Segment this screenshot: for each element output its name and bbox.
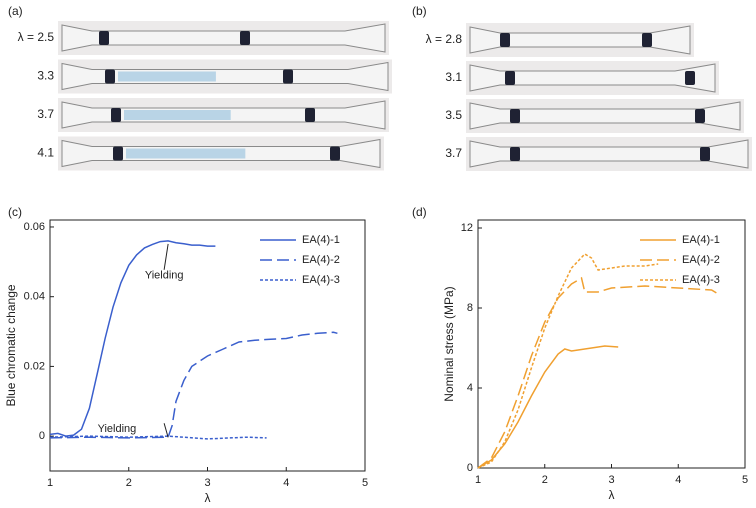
strain-label: λ = 2.5 <box>18 30 55 44</box>
x-tick-label: 1 <box>47 477 53 489</box>
x-tick-label: 3 <box>608 474 614 486</box>
annotation-pointer <box>163 423 169 438</box>
x-tick-label: 1 <box>475 474 481 486</box>
ink-mark <box>240 31 250 45</box>
panel-label: (d) <box>412 205 427 219</box>
strain-label: 3.3 <box>37 69 54 83</box>
ink-mark <box>642 33 652 47</box>
annotation-pointer <box>163 243 169 270</box>
series-line <box>477 253 659 469</box>
panel-label: (c) <box>8 205 22 219</box>
y-axis-label: Blue chromatic change <box>4 284 18 406</box>
ink-mark <box>99 31 109 45</box>
y-tick-label: 4 <box>467 382 473 394</box>
strain-label: λ = 2.8 <box>426 32 463 46</box>
series-line <box>49 435 267 440</box>
panel-label: (a) <box>8 4 23 18</box>
y-tick-label: 0 <box>467 462 473 474</box>
ink-mark <box>105 69 115 84</box>
ink-mark <box>505 71 515 85</box>
ink-mark <box>283 69 293 84</box>
legend-label: EA(4)-2 <box>682 254 720 266</box>
specimen-body <box>61 61 389 92</box>
legend-label: EA(4)-1 <box>302 234 340 246</box>
strain-label: 3.7 <box>37 107 54 121</box>
blue-region <box>118 71 216 82</box>
ink-mark <box>500 33 510 47</box>
ink-mark <box>700 147 710 161</box>
ink-mark <box>111 108 121 122</box>
ink-mark <box>305 108 315 122</box>
specimen-body <box>469 63 716 93</box>
specimen <box>58 136 384 171</box>
strain-label: 3.1 <box>445 70 462 84</box>
blue-region <box>126 148 246 159</box>
series-line <box>477 276 719 469</box>
ink-mark <box>510 109 520 123</box>
ink-mark <box>685 71 695 85</box>
specimen-body <box>469 139 749 169</box>
x-tick-label: 2 <box>126 477 132 489</box>
panel-label: (b) <box>412 4 427 18</box>
specimen <box>466 23 694 57</box>
legend-label: EA(4)-1 <box>682 234 720 246</box>
specimen <box>58 59 392 94</box>
strain-label: 3.5 <box>445 108 462 122</box>
legend-label: EA(4)-3 <box>302 274 340 286</box>
specimen <box>58 98 389 132</box>
specimen <box>466 137 752 171</box>
y-tick-label: 8 <box>467 302 473 314</box>
specimen <box>466 61 719 95</box>
y-axis-label: Nominal stress (MPa) <box>442 286 456 401</box>
strain-label: 3.7 <box>445 146 462 160</box>
x-axis-label: λ <box>609 488 615 502</box>
annotation: Yielding <box>145 270 184 282</box>
ink-mark <box>510 147 520 161</box>
ink-mark <box>330 146 340 161</box>
series-line <box>49 240 216 437</box>
x-axis-label: λ <box>205 491 211 505</box>
specimen-body <box>61 23 386 53</box>
y-tick-label: 12 <box>461 222 473 234</box>
ink-mark <box>113 146 123 161</box>
legend-label: EA(4)-2 <box>302 254 340 266</box>
legend-label: EA(4)-3 <box>682 274 720 286</box>
specimen-body <box>469 101 741 131</box>
ink-mark <box>695 109 705 123</box>
strain-label: 4.1 <box>37 146 54 160</box>
series-line <box>477 345 619 469</box>
y-tick-label: 0 <box>39 430 45 442</box>
x-tick-label: 2 <box>542 474 548 486</box>
x-tick-label: 5 <box>362 477 368 489</box>
y-tick-label: 0.02 <box>24 360 45 372</box>
blue-region <box>124 110 231 120</box>
specimen-body <box>469 25 691 55</box>
annotation: Yielding <box>98 423 137 435</box>
specimen <box>466 99 744 133</box>
x-tick-label: 5 <box>742 474 748 486</box>
series-line <box>49 331 338 439</box>
x-tick-label: 3 <box>204 477 210 489</box>
x-tick-label: 4 <box>283 477 289 489</box>
specimen <box>58 21 389 55</box>
x-tick-label: 4 <box>675 474 681 486</box>
y-tick-label: 0.06 <box>24 221 45 233</box>
y-tick-label: 0.04 <box>24 291 45 303</box>
